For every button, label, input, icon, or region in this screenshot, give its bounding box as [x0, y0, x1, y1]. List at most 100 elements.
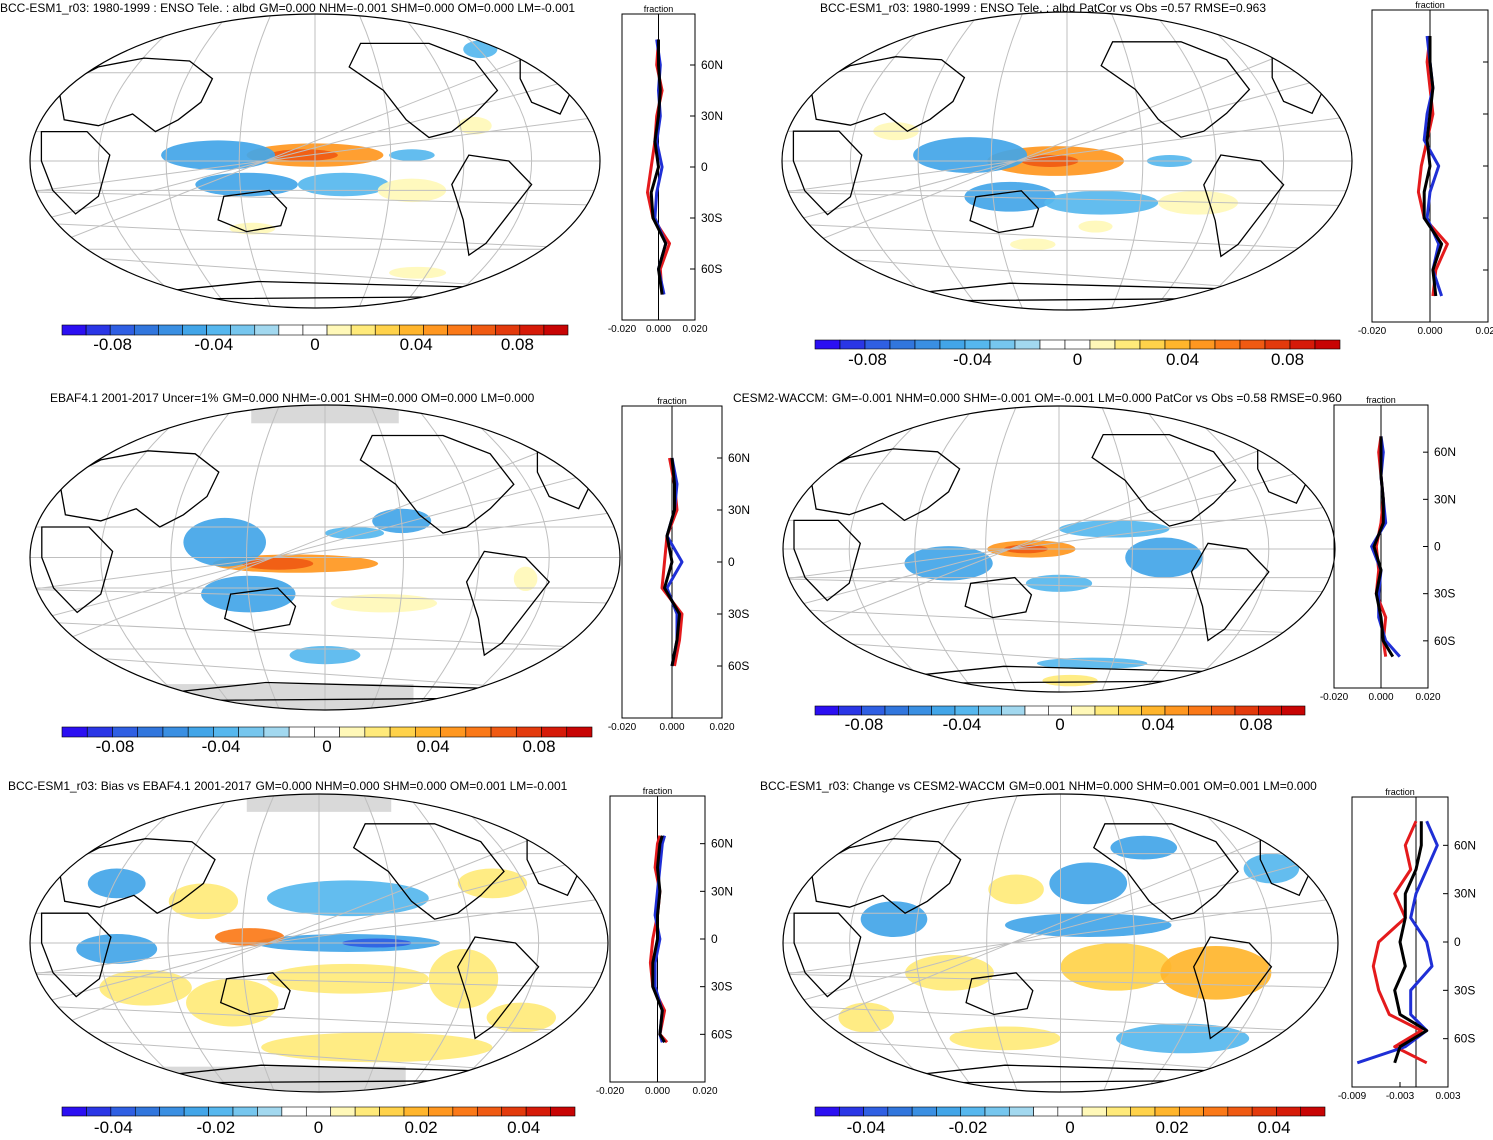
panel-title: CESM2-WACCM: GM=-0.001 NHM=0.000 SHM=-0.0…: [733, 391, 1342, 405]
anomaly-region: [1125, 537, 1203, 578]
map-background: [30, 14, 600, 308]
zonal-line-mean: [1393, 821, 1429, 1064]
antarctica-mask: [87, 1066, 406, 1092]
coastline: [793, 519, 862, 602]
lat-grid-line: [783, 973, 1338, 989]
colorbar-p2: -0.08 -0.04 0 0.04 0.08: [814, 339, 1341, 369]
zonal-line-mean: [1372, 436, 1395, 658]
colorbar-swatch: [1251, 1106, 1277, 1117]
anomaly-region: [987, 540, 1076, 558]
colorbar-swatch: [984, 1106, 1010, 1117]
colorbar-label: -0.04: [202, 737, 241, 756]
colorbar-label: -0.02: [949, 1118, 988, 1137]
colorbar-swatch: [134, 1106, 161, 1117]
anomaly-region: [183, 517, 266, 567]
anomaly-region: [389, 149, 435, 161]
lat-label: 0: [711, 932, 718, 946]
anomaly-region: [838, 1002, 894, 1033]
colorbar-swatch: [230, 324, 256, 336]
colorbar-swatch: [1139, 339, 1166, 350]
zonal-plot-p6: fraction 60N 30N 0 30S 60S -0.009 -0.003 0.003: [1338, 787, 1476, 1102]
x-tick-label: 0.020: [1415, 692, 1440, 703]
colorbar-swatch: [112, 726, 139, 738]
colorbar-swatch: [281, 1106, 307, 1117]
anomaly-region: [289, 645, 361, 665]
lat-label: 30S: [1434, 587, 1455, 601]
colorbar-label: -0.04: [943, 715, 982, 734]
lat-grid-line: [30, 973, 608, 989]
lat-grid-line: [30, 253, 600, 294]
colorbar-swatch: [61, 324, 87, 336]
coastline: [348, 42, 499, 139]
x-tick-label: 0.000: [645, 1086, 670, 1097]
x-tick-label: 0.000: [646, 324, 671, 335]
colorbar-swatch: [1281, 705, 1306, 716]
colorbar-swatch: [314, 726, 340, 738]
anomaly-region: [1146, 155, 1193, 167]
colorbar-p1: -0.08 -0.04 0 0.04 0.08: [61, 324, 569, 354]
coastline: [57, 57, 214, 133]
colorbar-swatch: [162, 726, 189, 738]
antarctica-mask: [89, 684, 414, 710]
lat-grid-line: [30, 191, 600, 206]
lat-grid-line: [30, 511, 620, 591]
colorbar-swatch: [330, 1106, 356, 1117]
colorbar-swatch: [305, 1106, 332, 1117]
lon-grid-line: [363, 794, 397, 1092]
colorbar-swatch: [1057, 1106, 1083, 1117]
colorbar-label: 0.04: [416, 737, 449, 756]
anomaly-region: [389, 266, 447, 279]
lon-grid-line: [165, 14, 230, 308]
colorbar-swatch: [1118, 705, 1142, 716]
map-field: [30, 14, 600, 308]
anomaly-region: [195, 172, 298, 197]
lat-label: 60S: [728, 659, 749, 673]
colorbar-swatch: [379, 1106, 405, 1117]
coastline: [147, 681, 550, 702]
lat-label: 60N: [1434, 445, 1456, 459]
colorbar-swatch: [440, 726, 467, 738]
map-field: [783, 794, 1338, 1092]
arctic-mask: [246, 794, 392, 812]
colorbar-swatch: [1081, 1106, 1107, 1117]
colorbar-swatch: [501, 1106, 527, 1117]
colorbar-p3: -0.08 -0.04 0 0.04 0.08: [61, 726, 593, 756]
zonal-xlabel: fraction: [657, 396, 687, 406]
map-border: [782, 793, 1339, 1093]
colorbar-label: 0: [314, 1118, 323, 1137]
coastline: [217, 189, 288, 233]
zonal-plot-p3: fraction 60N 30N 0 30S 60S -0.020 0.000 0.020: [608, 396, 750, 733]
lat-grid-line: [30, 653, 620, 696]
colorbar-label: -0.08: [96, 737, 135, 756]
lon-grid-line: [100, 405, 196, 710]
colorbar-swatch: [1106, 1106, 1132, 1117]
colorbar-swatch: [887, 1106, 913, 1117]
anomaly-region: [330, 594, 438, 613]
lat-label: 30S: [711, 980, 732, 994]
lon-grid-line: [454, 405, 550, 710]
map-p1: [29, 13, 601, 309]
x-tick-label: -0.003: [1386, 1091, 1415, 1102]
lon-grid-line: [1101, 406, 1133, 692]
colorbar-swatch: [61, 1106, 87, 1117]
colorbar-swatch: [109, 324, 135, 336]
colorbar-label: -0.02: [197, 1118, 236, 1137]
colorbar-swatch: [541, 726, 568, 738]
colorbar-label: 0.02: [405, 1118, 438, 1137]
colorbar-swatch: [110, 1106, 136, 1117]
x-tick-label: 0.003: [1435, 1091, 1460, 1102]
panel-title: BCC-ESM1_r03: Bias vs EBAF4.1 2001-2017 G…: [8, 779, 567, 793]
coastline: [144, 1064, 539, 1084]
anomaly-region: [255, 934, 441, 952]
stats-text: GM=0.000 NHM=-0.001 SHM=0.000 OM=0.000 L…: [259, 1, 576, 15]
colorbar-swatch: [326, 324, 352, 336]
zonal-line-model: [665, 457, 684, 667]
anomaly-region: [161, 140, 276, 170]
colorbar-swatch: [1048, 705, 1072, 716]
colorbar-swatch: [566, 726, 593, 738]
zonal-plot-p4: fraction 60N 30N 0 30S 60S -0.020 0.000 0.020: [1320, 395, 1456, 703]
lon-grid-line: [241, 794, 275, 1092]
lat-label: 30S: [728, 607, 749, 621]
colorbar-swatch: [839, 339, 866, 350]
coastline: [519, 54, 573, 115]
